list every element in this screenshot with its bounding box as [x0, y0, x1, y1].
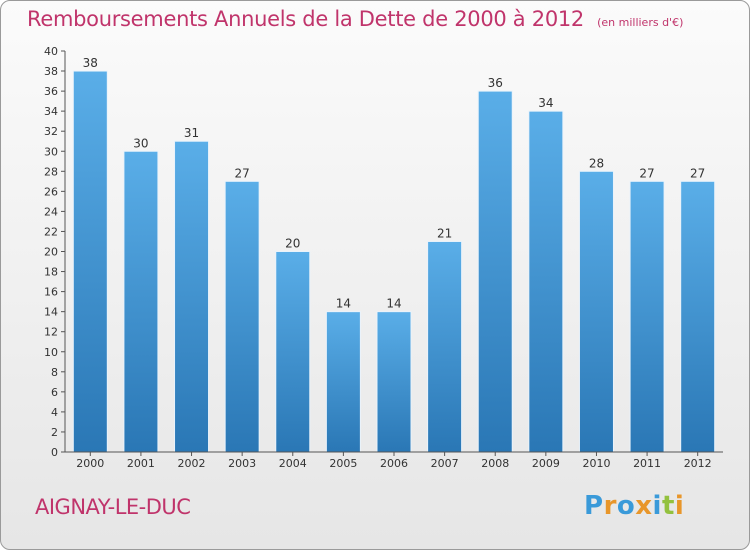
- x-tick-label: 2006: [380, 457, 408, 470]
- x-tick-label: 2005: [329, 457, 357, 470]
- y-tick-label: 4: [51, 406, 58, 419]
- bar-value-label: 27: [639, 166, 654, 180]
- bar-2001: [123, 150, 159, 453]
- bar-value-label: 21: [437, 226, 452, 240]
- bar-value-label: 34: [538, 96, 553, 110]
- x-tick-label: 2000: [76, 457, 104, 470]
- commune-name: AIGNAY-LE-DUC: [35, 495, 191, 519]
- x-tick-label: 2011: [633, 457, 661, 470]
- x-tick-label: 2003: [228, 457, 256, 470]
- x-axis: 2000 2001 2002 2003 2004 2005 2006 2007 2008 2009…: [65, 451, 723, 470]
- y-tick-label: 6: [51, 386, 58, 399]
- logo-letter: t: [661, 491, 675, 521]
- bar-2004: [275, 251, 311, 453]
- y-tick-label: 38: [44, 65, 58, 78]
- logo-letter: i: [652, 491, 662, 521]
- bar-2003: [224, 180, 260, 453]
- bar-2008: [477, 90, 513, 453]
- bar-2007: [427, 240, 463, 453]
- logo-letter: o: [616, 491, 636, 521]
- y-tick-label: 8: [51, 366, 58, 379]
- bar-2006: [376, 311, 412, 453]
- chart-title: Remboursements Annuels de la Dette de 20…: [27, 7, 584, 31]
- x-tick-label: 2002: [178, 457, 206, 470]
- logo-letter: r: [603, 491, 617, 521]
- logo-letter: P: [584, 491, 604, 521]
- y-tick-label: 14: [44, 306, 58, 319]
- y-tick-label: 16: [44, 286, 58, 299]
- bar-2005: [325, 311, 361, 453]
- bar-value-label: 36: [488, 76, 503, 90]
- bar-2002: [174, 140, 210, 453]
- bar-value-label: 28: [589, 156, 604, 170]
- bar-2010: [578, 170, 614, 453]
- y-tick-label: 40: [44, 45, 58, 58]
- x-tick-label: 2010: [582, 457, 610, 470]
- x-tick-label: 2012: [684, 457, 712, 470]
- y-tick-label: 20: [44, 246, 58, 259]
- x-tick-label: 2001: [127, 457, 155, 470]
- bar-value-label: 27: [235, 166, 250, 180]
- y-tick-label: 36: [44, 85, 58, 98]
- y-tick-label: 22: [44, 225, 58, 238]
- y-tick-label: 32: [44, 125, 58, 138]
- chart-subtitle: (en milliers d'€): [597, 16, 684, 29]
- bar-value-label: 20: [285, 237, 300, 251]
- bar-2000: [72, 70, 108, 453]
- y-tick-label: 0: [51, 446, 58, 459]
- x-tick-label: 2007: [431, 457, 459, 470]
- y-tick-label: 24: [44, 205, 58, 218]
- bar-2011: [629, 180, 665, 453]
- x-tick-label: 2008: [481, 457, 509, 470]
- logo-letter: x: [635, 491, 653, 521]
- y-tick-label: 18: [44, 266, 58, 279]
- y-tick-label: 30: [44, 145, 58, 158]
- bar-value-label: 27: [690, 166, 705, 180]
- bar-value-label: 38: [83, 56, 98, 70]
- chart-title-row: Remboursements Annuels de la Dette de 20…: [27, 7, 683, 31]
- y-tick-label: 34: [44, 105, 58, 118]
- bar-2009: [528, 110, 564, 453]
- y-tick-label: 12: [44, 326, 58, 339]
- y-tick-label: 28: [44, 165, 58, 178]
- y-tick-label: 10: [44, 346, 58, 359]
- x-tick-label: 2009: [532, 457, 560, 470]
- y-tick-label: 26: [44, 185, 58, 198]
- bar-2012: [680, 180, 716, 453]
- bar-value-label: 14: [386, 297, 401, 311]
- proxiti-logo: Proxiti: [584, 491, 684, 521]
- logo-letter: i: [674, 491, 685, 521]
- bar-value-label: 14: [336, 297, 351, 311]
- y-tick-label: 2: [51, 426, 58, 439]
- bar-value-label: 30: [133, 136, 148, 150]
- x-tick-label: 2004: [279, 457, 307, 470]
- bars: 38 30 31 27 20 14 14 21 36 34 28 27 27: [72, 56, 716, 453]
- bar-value-label: 31: [184, 126, 199, 140]
